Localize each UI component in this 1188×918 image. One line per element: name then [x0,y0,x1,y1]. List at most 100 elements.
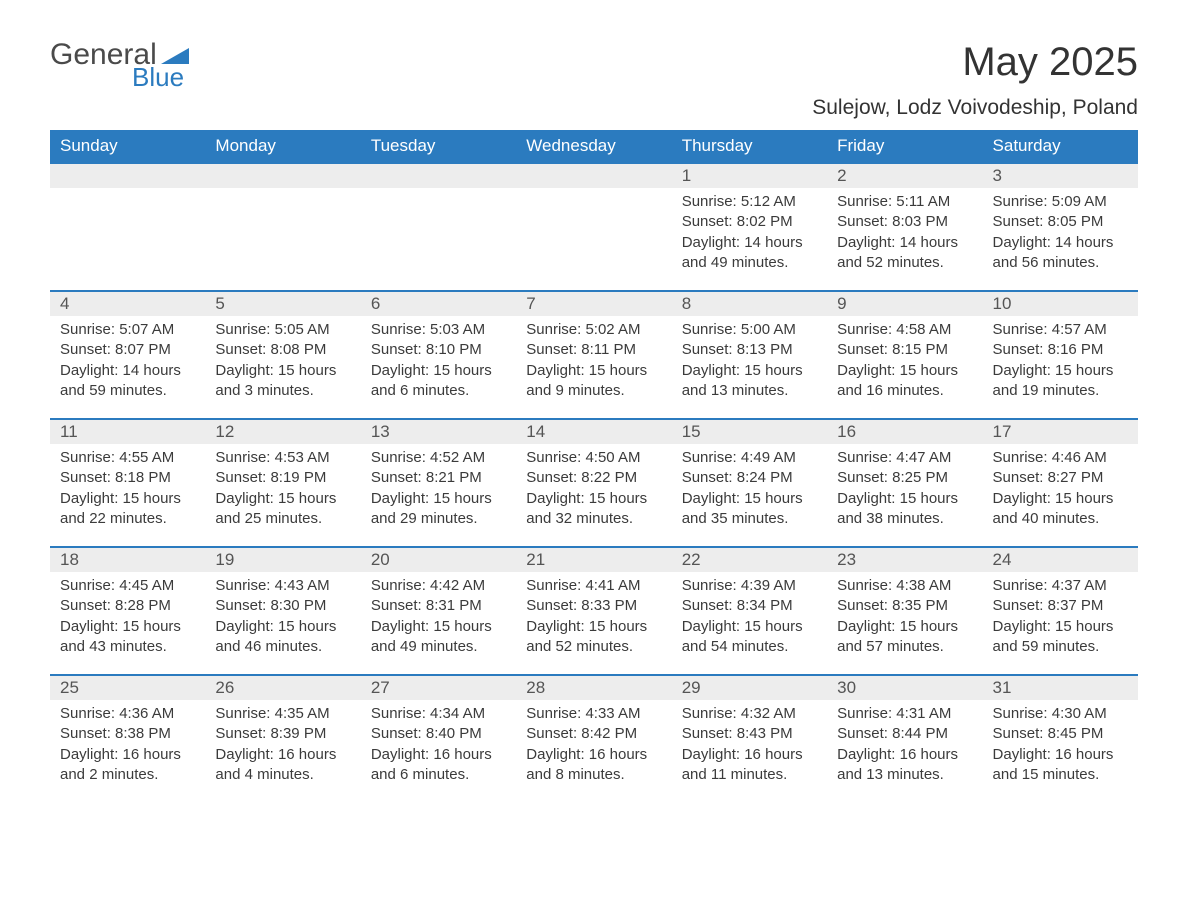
day-number: 26 [205,676,360,700]
calendar-cell: 28Sunrise: 4:33 AMSunset: 8:42 PMDayligh… [516,675,671,803]
day-details: Sunrise: 5:07 AMSunset: 8:07 PMDaylight:… [50,316,205,409]
calendar-cell: 25Sunrise: 4:36 AMSunset: 8:38 PMDayligh… [50,675,205,803]
calendar-cell: 16Sunrise: 4:47 AMSunset: 8:25 PMDayligh… [827,419,982,547]
day-details: Sunrise: 4:30 AMSunset: 8:45 PMDaylight:… [983,700,1138,793]
sunrise-line: Sunrise: 4:42 AM [371,576,506,596]
calendar-cell [361,163,516,291]
sunset-line: Sunset: 8:02 PM [682,212,817,232]
day-details: Sunrise: 5:11 AMSunset: 8:03 PMDaylight:… [827,188,982,281]
day-number: 22 [672,548,827,572]
day-number [50,164,205,188]
day-number [361,164,516,188]
sunrise-line: Sunrise: 4:35 AM [215,704,350,724]
col-thursday: Thursday [672,130,827,163]
calendar-cell: 3Sunrise: 5:09 AMSunset: 8:05 PMDaylight… [983,163,1138,291]
day-number: 1 [672,164,827,188]
day-details: Sunrise: 4:49 AMSunset: 8:24 PMDaylight:… [672,444,827,537]
day-number: 20 [361,548,516,572]
sunrise-line: Sunrise: 4:53 AM [215,448,350,468]
day-details: Sunrise: 4:38 AMSunset: 8:35 PMDaylight:… [827,572,982,665]
day-number: 11 [50,420,205,444]
day-number: 16 [827,420,982,444]
daylight-line: Daylight: 16 hours and 2 minutes. [60,745,195,786]
col-friday: Friday [827,130,982,163]
daylight-line: Daylight: 15 hours and 35 minutes. [682,489,817,530]
sunrise-line: Sunrise: 5:05 AM [215,320,350,340]
sunrise-line: Sunrise: 4:30 AM [993,704,1128,724]
sunrise-line: Sunrise: 4:36 AM [60,704,195,724]
calendar-cell: 29Sunrise: 4:32 AMSunset: 8:43 PMDayligh… [672,675,827,803]
day-details: Sunrise: 4:47 AMSunset: 8:25 PMDaylight:… [827,444,982,537]
calendar-cell: 11Sunrise: 4:55 AMSunset: 8:18 PMDayligh… [50,419,205,547]
day-number: 18 [50,548,205,572]
brand-logo: General Blue [50,40,189,90]
daylight-line: Daylight: 14 hours and 56 minutes. [993,233,1128,274]
sunrise-line: Sunrise: 4:37 AM [993,576,1128,596]
sunset-line: Sunset: 8:18 PM [60,468,195,488]
day-number: 2 [827,164,982,188]
day-number: 28 [516,676,671,700]
calendar-cell: 20Sunrise: 4:42 AMSunset: 8:31 PMDayligh… [361,547,516,675]
daylight-line: Daylight: 16 hours and 8 minutes. [526,745,661,786]
sunset-line: Sunset: 8:22 PM [526,468,661,488]
calendar-cell: 19Sunrise: 4:43 AMSunset: 8:30 PMDayligh… [205,547,360,675]
sunrise-line: Sunrise: 4:50 AM [526,448,661,468]
day-number: 19 [205,548,360,572]
day-number: 27 [361,676,516,700]
day-details: Sunrise: 4:52 AMSunset: 8:21 PMDaylight:… [361,444,516,537]
day-details: Sunrise: 4:41 AMSunset: 8:33 PMDaylight:… [516,572,671,665]
day-number: 24 [983,548,1138,572]
sunset-line: Sunset: 8:28 PM [60,596,195,616]
sunrise-line: Sunrise: 4:49 AM [682,448,817,468]
sunrise-line: Sunrise: 5:09 AM [993,192,1128,212]
calendar-cell: 24Sunrise: 4:37 AMSunset: 8:37 PMDayligh… [983,547,1138,675]
sunrise-line: Sunrise: 4:58 AM [837,320,972,340]
day-details: Sunrise: 4:45 AMSunset: 8:28 PMDaylight:… [50,572,205,665]
location-label: Sulejow, Lodz Voivodeship, Poland [50,96,1138,120]
day-number: 4 [50,292,205,316]
sunrise-line: Sunrise: 4:52 AM [371,448,506,468]
sunset-line: Sunset: 8:42 PM [526,724,661,744]
day-details: Sunrise: 5:12 AMSunset: 8:02 PMDaylight:… [672,188,827,281]
sunrise-line: Sunrise: 4:39 AM [682,576,817,596]
day-details: Sunrise: 4:31 AMSunset: 8:44 PMDaylight:… [827,700,982,793]
calendar-cell: 6Sunrise: 5:03 AMSunset: 8:10 PMDaylight… [361,291,516,419]
sunset-line: Sunset: 8:24 PM [682,468,817,488]
daylight-line: Daylight: 15 hours and 9 minutes. [526,361,661,402]
calendar-cell: 2Sunrise: 5:11 AMSunset: 8:03 PMDaylight… [827,163,982,291]
day-details: Sunrise: 5:09 AMSunset: 8:05 PMDaylight:… [983,188,1138,281]
day-number: 30 [827,676,982,700]
sunrise-line: Sunrise: 4:46 AM [993,448,1128,468]
sunrise-line: Sunrise: 4:43 AM [215,576,350,596]
day-details: Sunrise: 4:34 AMSunset: 8:40 PMDaylight:… [361,700,516,793]
day-details: Sunrise: 5:02 AMSunset: 8:11 PMDaylight:… [516,316,671,409]
sunrise-line: Sunrise: 4:47 AM [837,448,972,468]
daylight-line: Daylight: 15 hours and 13 minutes. [682,361,817,402]
daylight-line: Daylight: 15 hours and 25 minutes. [215,489,350,530]
sunset-line: Sunset: 8:16 PM [993,340,1128,360]
sunset-line: Sunset: 8:40 PM [371,724,506,744]
day-details: Sunrise: 5:05 AMSunset: 8:08 PMDaylight:… [205,316,360,409]
day-number: 3 [983,164,1138,188]
sunset-line: Sunset: 8:21 PM [371,468,506,488]
day-details: Sunrise: 4:36 AMSunset: 8:38 PMDaylight:… [50,700,205,793]
calendar-row: 1Sunrise: 5:12 AMSunset: 8:02 PMDaylight… [50,163,1138,291]
sunrise-line: Sunrise: 4:38 AM [837,576,972,596]
day-number: 5 [205,292,360,316]
sunrise-line: Sunrise: 4:34 AM [371,704,506,724]
sunset-line: Sunset: 8:34 PM [682,596,817,616]
brand-word2: Blue [132,64,189,90]
daylight-line: Daylight: 15 hours and 54 minutes. [682,617,817,658]
day-details: Sunrise: 4:46 AMSunset: 8:27 PMDaylight:… [983,444,1138,537]
sunset-line: Sunset: 8:43 PM [682,724,817,744]
day-details: Sunrise: 4:50 AMSunset: 8:22 PMDaylight:… [516,444,671,537]
day-details: Sunrise: 4:35 AMSunset: 8:39 PMDaylight:… [205,700,360,793]
sunset-line: Sunset: 8:33 PM [526,596,661,616]
sunset-line: Sunset: 8:27 PM [993,468,1128,488]
page-title: May 2025 [962,40,1138,85]
day-number [205,164,360,188]
calendar-cell: 9Sunrise: 4:58 AMSunset: 8:15 PMDaylight… [827,291,982,419]
sunset-line: Sunset: 8:11 PM [526,340,661,360]
day-details: Sunrise: 4:39 AMSunset: 8:34 PMDaylight:… [672,572,827,665]
day-details: Sunrise: 4:33 AMSunset: 8:42 PMDaylight:… [516,700,671,793]
